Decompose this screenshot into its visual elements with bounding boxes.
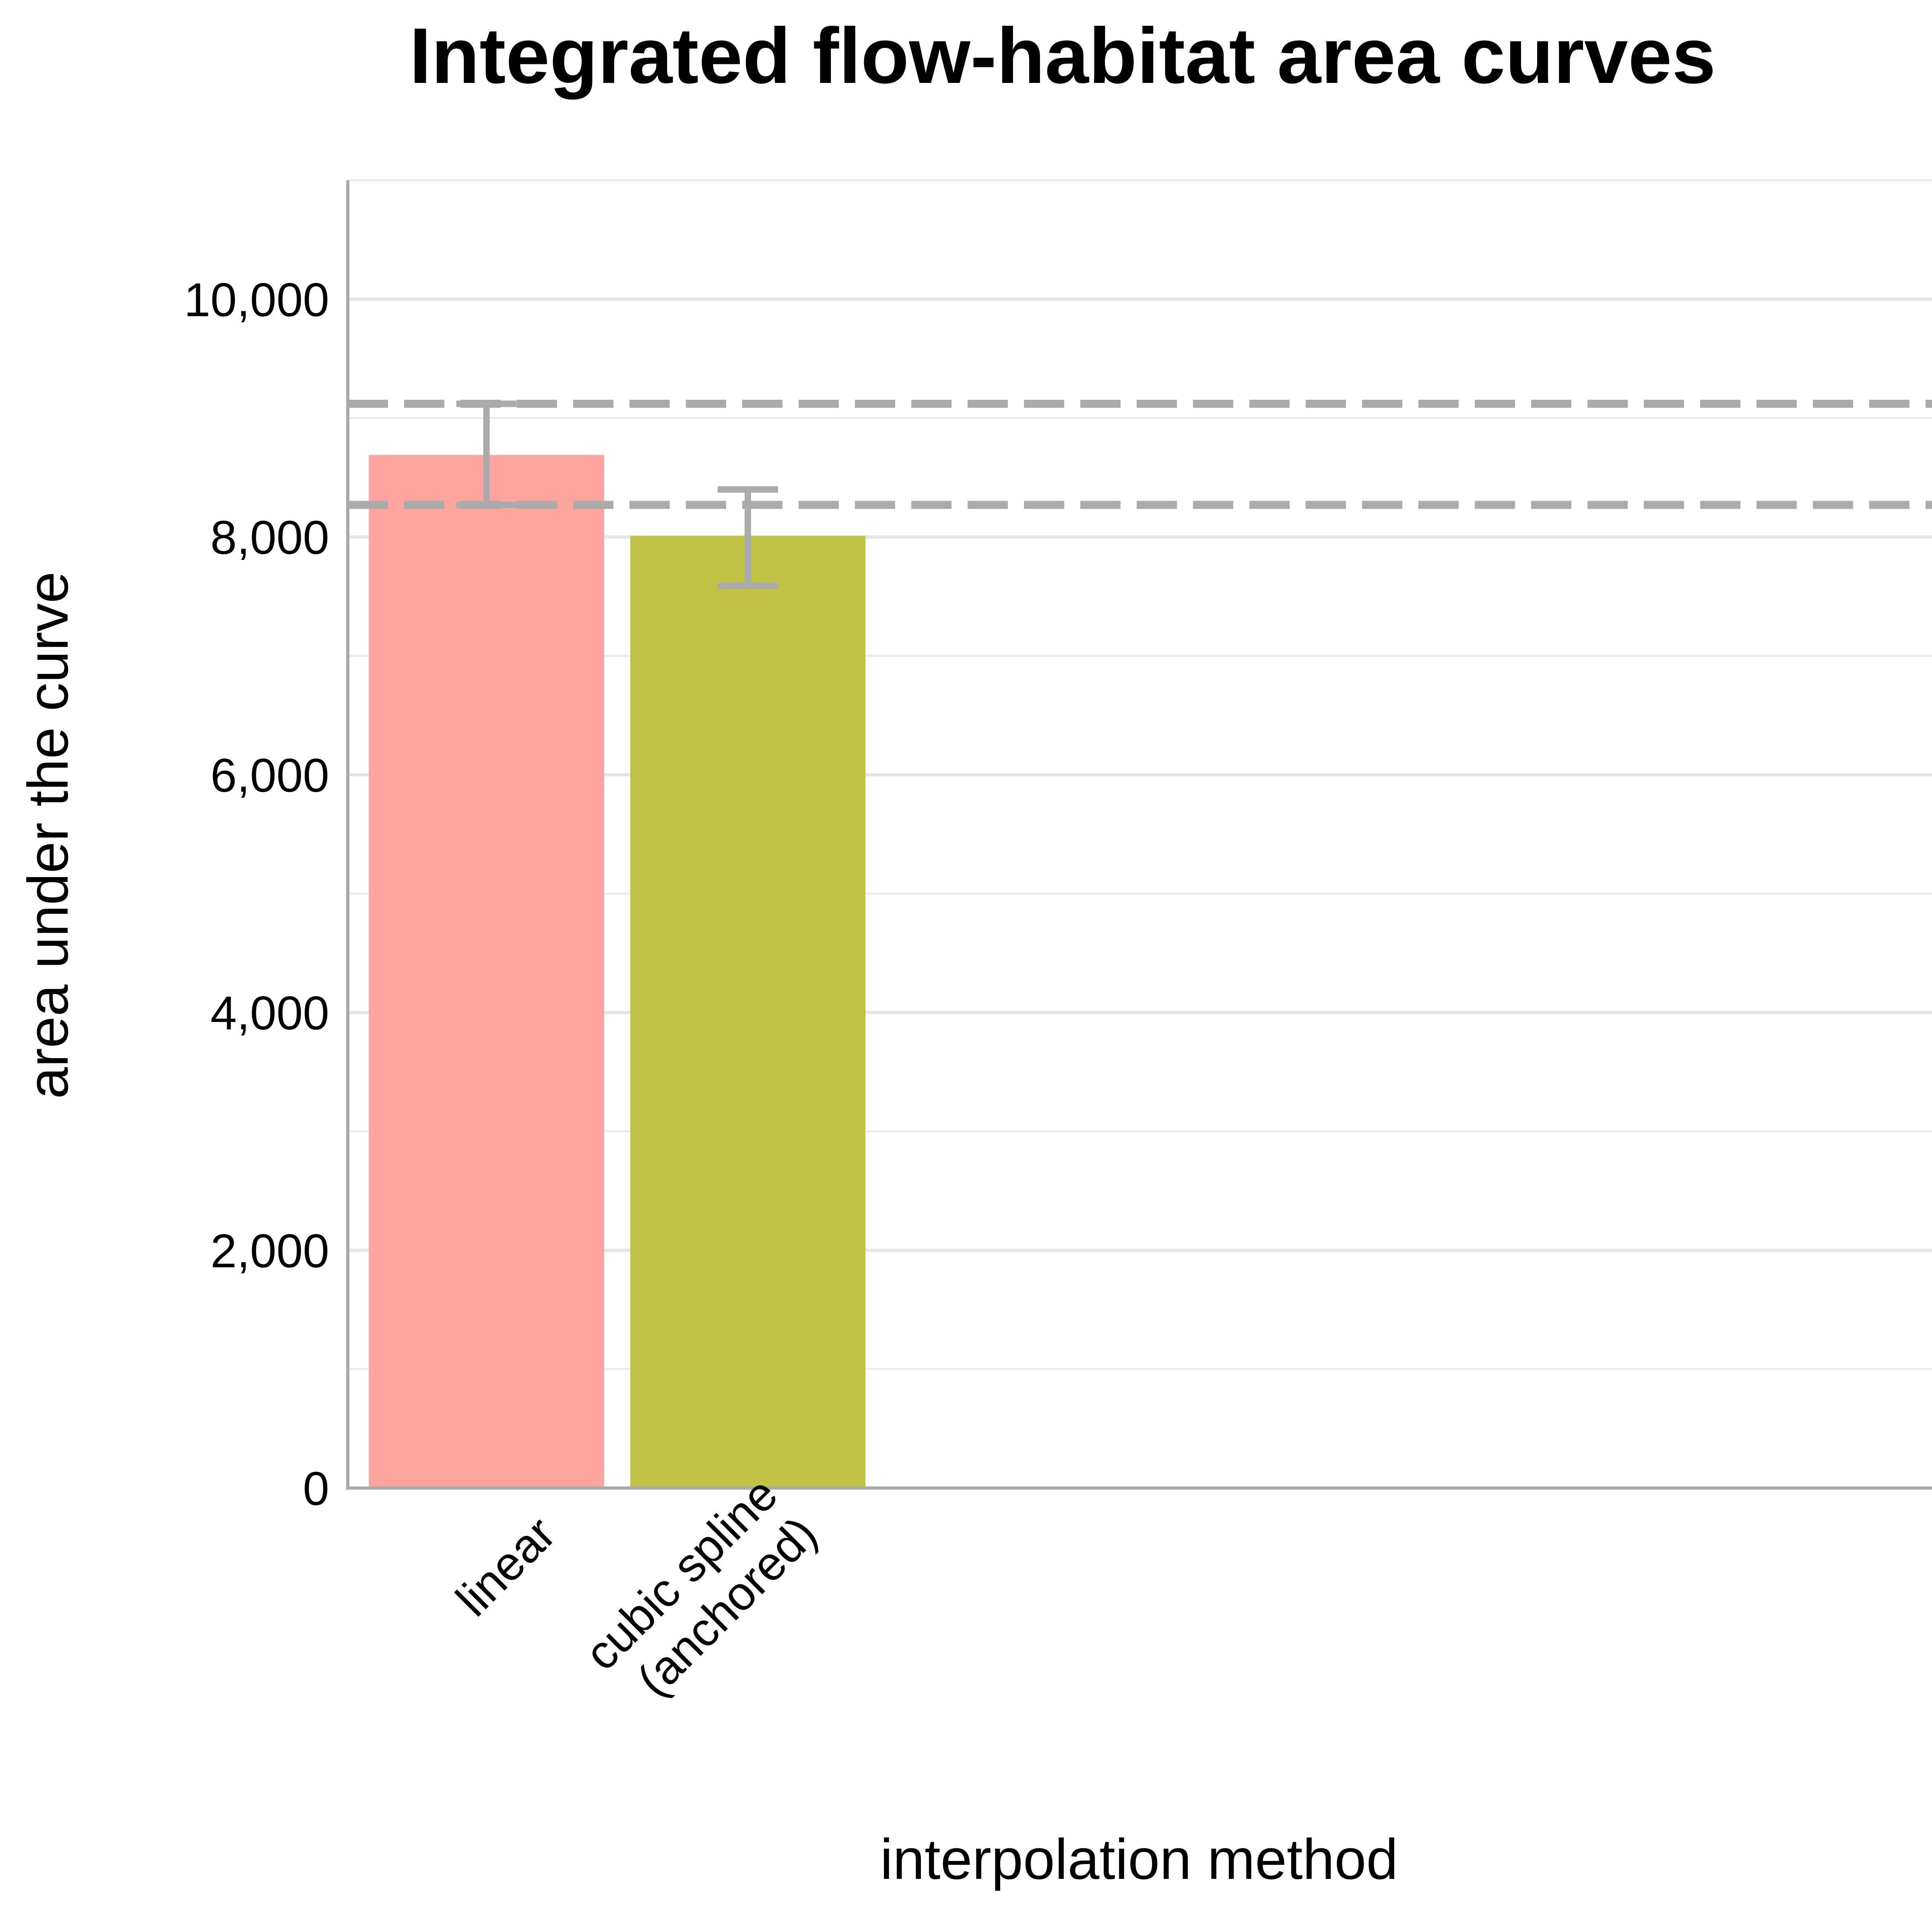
y-tick-label: 0: [303, 1462, 329, 1515]
y-tick-label: 8,000: [211, 511, 329, 564]
bars: [369, 455, 866, 1488]
y-tick-labels: 0 2,000 4,000 6,000 8,000 10,000: [184, 273, 329, 1515]
reference-lines: [348, 400, 1932, 509]
error-bar: [718, 486, 778, 589]
y-tick-label: 2,000: [211, 1224, 329, 1278]
x-tick-label: linear: [446, 1507, 566, 1626]
bar: [369, 455, 604, 1488]
y-tick-label: 6,000: [211, 749, 329, 802]
grid-lines: [348, 179, 1932, 1371]
x-tick-labels: linear cubic spline(anchored): [446, 1468, 827, 1720]
error-bar: [456, 400, 517, 508]
error-bars: [456, 400, 778, 589]
y-tick-label: 4,000: [211, 987, 329, 1040]
bar: [630, 536, 866, 1488]
axes: [346, 180, 1932, 1490]
x-tick-label: cubic spline(anchored): [575, 1468, 827, 1720]
x-axis-label: interpolation method: [880, 1827, 1398, 1891]
chart-title: Integrated flow-habitat area curves: [409, 12, 1716, 100]
y-tick-label: 10,000: [184, 273, 329, 326]
y-axis-label: area under the curve: [16, 572, 80, 1099]
